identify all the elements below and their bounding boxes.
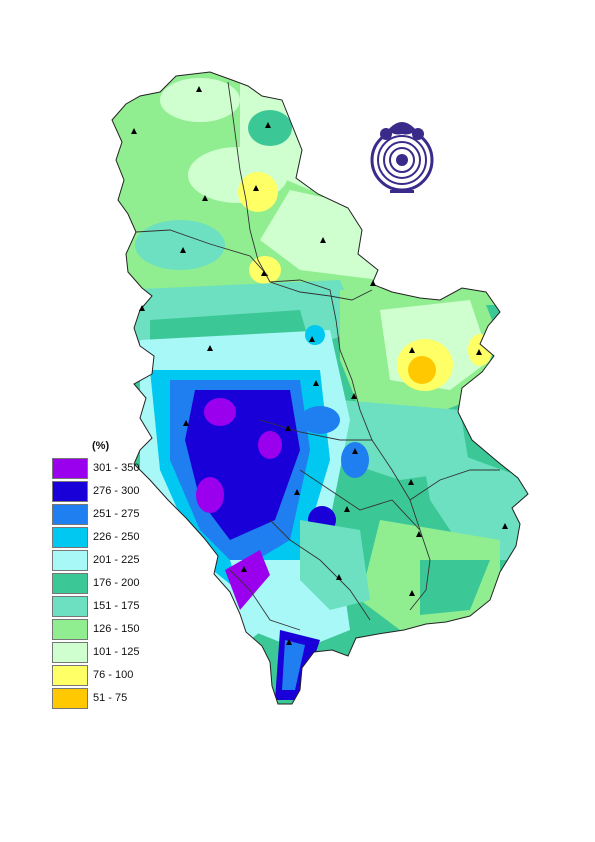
legend-item: 76 - 100 [52, 665, 192, 687]
legend-item: 251 - 275 [52, 504, 192, 526]
legend-label: 126 - 150 [93, 623, 140, 635]
station-marker [202, 195, 208, 201]
station-marker [139, 305, 145, 311]
legend-swatch [52, 665, 88, 686]
station-marker [476, 349, 482, 355]
legend-swatch [52, 504, 88, 525]
country-border [111, 71, 529, 705]
station-marker [261, 270, 267, 276]
legend-item: 151 - 175 [52, 596, 192, 618]
station-marker [336, 574, 342, 580]
legend-label: 201 - 225 [93, 554, 140, 566]
legend-item: 201 - 225 [52, 550, 192, 572]
legend-swatch [52, 527, 88, 548]
legend-item: 301 - 350 [52, 458, 192, 480]
legend-item: 51 - 75 [52, 688, 192, 710]
station-marker [352, 448, 358, 454]
station-marker [286, 639, 292, 645]
station-marker [180, 247, 186, 253]
legend-label: 301 - 350 [93, 462, 140, 474]
legend-item: 126 - 150 [52, 619, 192, 641]
station-marker [416, 531, 422, 537]
institution-logo [370, 122, 434, 193]
station-marker [285, 425, 291, 431]
legend-swatch [52, 573, 88, 594]
station-marker [344, 506, 350, 512]
station-marker [409, 590, 415, 596]
legend-label: 251 - 275 [93, 508, 140, 520]
station-marker [207, 345, 213, 351]
legend-swatch [52, 619, 88, 640]
legend-item: 276 - 300 [52, 481, 192, 503]
legend-item: 226 - 250 [52, 527, 192, 549]
legend-label: 276 - 300 [93, 485, 140, 497]
legend-swatch [52, 458, 88, 479]
station-marker [351, 393, 357, 399]
station-marker [370, 280, 376, 286]
station-marker [131, 128, 137, 134]
station-marker [265, 122, 271, 128]
station-marker [294, 489, 300, 495]
station-marker [313, 380, 319, 386]
station-marker [409, 347, 415, 353]
station-marker [502, 523, 508, 529]
legend-item: 176 - 200 [52, 573, 192, 595]
station-marker [320, 237, 326, 243]
station-marker [309, 336, 315, 342]
legend-unit: (%) [92, 440, 110, 452]
stations [131, 86, 508, 645]
station-marker [183, 420, 189, 426]
legend-label: 226 - 250 [93, 531, 140, 543]
legend-label: 51 - 75 [93, 692, 128, 704]
legend-label: 176 - 200 [93, 577, 140, 589]
station-marker [196, 86, 202, 92]
legend-item: 101 - 125 [52, 642, 192, 664]
rivers [135, 81, 500, 631]
legend-swatch [52, 481, 88, 502]
legend-label: 76 - 100 [93, 669, 134, 681]
legend-swatch [52, 550, 88, 571]
station-marker [253, 185, 259, 191]
legend-label: 151 - 175 [93, 600, 140, 612]
station-marker [241, 566, 247, 572]
station-marker [408, 479, 414, 485]
legend-swatch [52, 688, 88, 709]
legend-label: 101 - 125 [93, 646, 140, 658]
legend-swatch [52, 642, 88, 663]
legend-swatch [52, 596, 88, 617]
